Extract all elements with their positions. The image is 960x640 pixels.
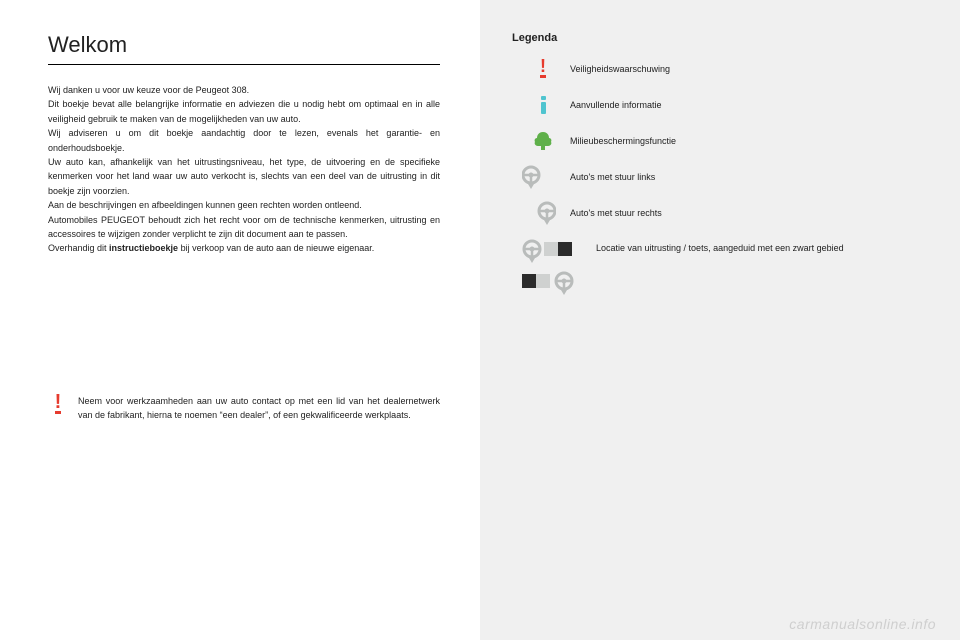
legend-label: Aanvullende informatie	[570, 99, 662, 112]
wheel-right-icon	[522, 202, 556, 224]
legend-label: Locatie van uitrusting / toets, aangedui…	[596, 238, 844, 255]
legend-row: Milieubeschermingsfunctie	[530, 130, 920, 152]
legend-row: Auto's met stuur rechts	[522, 202, 920, 224]
legend-row: Auto's met stuur links	[522, 166, 920, 188]
wheel-left-icon	[522, 166, 556, 188]
legend-label: Auto's met stuur rechts	[570, 207, 662, 220]
para-6: Automobiles PEUGEOT behoudt zich het rec…	[48, 213, 440, 242]
info-icon	[530, 94, 556, 116]
para-7: Overhandig dit instructieboekje bij verk…	[48, 241, 440, 255]
para-5: Aan de beschrijvingen en afbeeldingen ku…	[48, 198, 440, 212]
para-4: Uw auto kan, afhankelijk van het uitrust…	[48, 155, 440, 198]
warning-icon: !	[48, 395, 68, 423]
para-3: Wij adviseren u om dit boekje aandachtig…	[48, 126, 440, 155]
left-column: Welkom Wij danken u voor uw keuze voor d…	[0, 0, 480, 640]
location-icon-stack	[522, 238, 582, 296]
legend-list: ! Veiligheidswaarschuwing Aanvullende in…	[512, 58, 920, 296]
legend-row: Aanvullende informatie	[530, 94, 920, 116]
page-title: Welkom	[48, 32, 440, 58]
para-1: Wij danken u voor uw keuze voor de Peuge…	[48, 83, 440, 97]
legend-label: Auto's met stuur links	[570, 171, 655, 184]
eco-icon	[530, 130, 556, 152]
title-rule	[48, 64, 440, 65]
location-rhd-icon	[522, 270, 582, 296]
para-2: Dit boekje bevat alle belangrijke inform…	[48, 97, 440, 126]
callout-text: Neem voor werkzaamheden aan uw auto cont…	[78, 395, 440, 423]
legend-row: ! Veiligheidswaarschuwing	[530, 58, 920, 80]
watermark: carmanualsonline.info	[789, 616, 936, 632]
legend-title: Legenda	[512, 32, 920, 44]
legend-label: Veiligheidswaarschuwing	[570, 63, 670, 76]
body-text: Wij danken u voor uw keuze voor de Peuge…	[48, 83, 440, 256]
warning-icon: !	[530, 58, 556, 80]
legend-row: Locatie van uitrusting / toets, aangedui…	[522, 238, 920, 296]
right-column: Legenda ! Veiligheidswaarschuwing Aanvul…	[480, 0, 960, 640]
legend-label: Milieubeschermingsfunctie	[570, 135, 676, 148]
location-lhd-icon	[522, 238, 582, 264]
callout-box: ! Neem voor werkzaamheden aan uw auto co…	[48, 395, 440, 423]
